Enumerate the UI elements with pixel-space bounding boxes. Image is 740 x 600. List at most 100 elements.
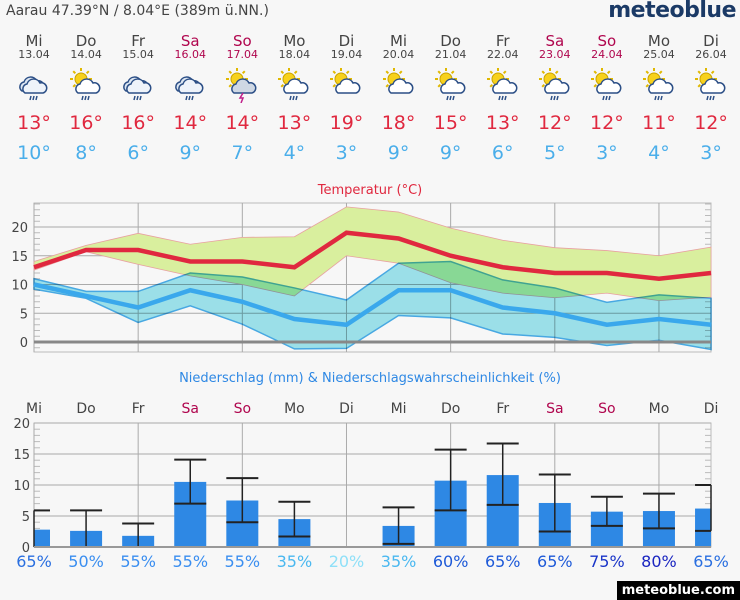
precip-day-label: So: [598, 401, 615, 417]
min-temperature: 4°: [648, 142, 670, 164]
precip-day-label: So: [234, 401, 251, 417]
day-name: Do: [440, 32, 461, 50]
min-temperature: 6°: [491, 142, 514, 164]
day-header: Mi 13.04: [8, 33, 60, 107]
min-temperature: 10°: [17, 142, 51, 164]
day-header: Mo 25.04: [633, 33, 685, 107]
precip-probability: 50%: [68, 552, 104, 571]
precip-probability: 35%: [381, 552, 417, 571]
day-name: Mo: [647, 32, 671, 50]
min-temperature: 3°: [335, 142, 358, 164]
day-header: Fr 22.04: [477, 33, 529, 107]
max-temperature: 18°: [381, 112, 416, 134]
min-temperature: 4°: [283, 142, 306, 164]
precip-bar: [695, 508, 711, 547]
day-date: 13.04: [18, 48, 50, 61]
day-date: 17.04: [226, 48, 259, 61]
temperature-chart-title: Temperatur (°C): [317, 183, 423, 198]
precip-day-label: Fr: [496, 401, 509, 417]
day-name: Di: [338, 32, 355, 50]
day-date: 26.04: [695, 48, 727, 61]
min-temperature: 3°: [596, 142, 618, 164]
day-header: Sa 16.04: [164, 33, 216, 107]
min-temperature: 8°: [75, 142, 97, 164]
day-date: 25.04: [643, 48, 675, 61]
min-temperature: 7°: [231, 142, 254, 164]
precip-day-label: Mi: [391, 401, 407, 417]
day-name: Fr: [495, 32, 510, 50]
precip-day-label: Di: [704, 401, 719, 417]
day-header: Mo 18.04: [268, 33, 320, 107]
y-tick-label: 0: [20, 336, 28, 351]
y-tick-label: 20: [11, 221, 28, 236]
day-header: So 24.04: [581, 33, 633, 107]
precip-probability: 65%: [693, 552, 729, 571]
max-temperature: 12°: [590, 112, 624, 134]
max-temperature: 14°: [225, 112, 260, 134]
location-title: Aarau 47.39°N / 8.04°E (389m ü.NN.): [6, 3, 269, 19]
sun-cloud-icon: [320, 67, 372, 107]
meteoblue-logo[interactable]: meteoblue: [608, 0, 736, 23]
sun-cloud-rain-icon: [425, 67, 477, 107]
y-tick-label: 5: [22, 510, 30, 525]
sun-cloud-rain-icon: [685, 67, 737, 107]
day-name: Do: [75, 32, 97, 50]
sun-cloud-icon: [373, 67, 425, 107]
day-date: 20.04: [382, 48, 415, 61]
day-name: Mi: [25, 32, 43, 50]
y-tick-label: 15: [11, 250, 28, 265]
precip-probability: 60%: [433, 552, 469, 571]
precip-day-label: Mo: [284, 401, 305, 417]
day-date: 23.04: [539, 48, 571, 61]
precip-probability: 55%: [172, 552, 208, 571]
day-date: 24.04: [591, 48, 623, 61]
rain-cloud-icon: [8, 67, 60, 107]
sun-cloud-rain-icon: [529, 67, 581, 107]
sun-cloud-rain-icon: [60, 67, 112, 107]
precip-bar: [34, 529, 50, 547]
day-header: Do 21.04: [425, 33, 477, 107]
precip-probability: 65%: [485, 552, 521, 571]
min-temperature: 9°: [179, 142, 202, 164]
sun-cloud-rain-icon: [581, 67, 633, 107]
precip-day-label: Fr: [132, 401, 145, 417]
day-header: Di 26.04: [685, 33, 737, 107]
max-temperature: 13°: [485, 112, 520, 134]
precip-day-label: Di: [339, 401, 354, 417]
min-temperature: 9°: [439, 142, 462, 164]
precip-probability: 80%: [641, 552, 677, 571]
day-date: 18.04: [278, 48, 311, 61]
max-temperature: 15°: [433, 112, 468, 134]
day-header: Mi 20.04: [373, 33, 425, 107]
max-temperature: 11°: [642, 112, 676, 134]
precip-probability: 20%: [329, 552, 365, 571]
day-date: 16.04: [174, 48, 206, 61]
min-temperature: 3°: [700, 142, 722, 164]
day-date: 22.04: [486, 48, 519, 61]
precip-probability: 65%: [16, 552, 52, 571]
precip-probability: 55%: [120, 552, 156, 571]
max-temperature: 12°: [537, 112, 572, 134]
y-tick-label: 10: [13, 479, 30, 494]
max-temperature: 16°: [69, 112, 103, 134]
y-tick-label: 15: [13, 448, 30, 463]
min-temperature: 9°: [387, 142, 410, 164]
precip-probability: 35%: [277, 552, 313, 571]
min-temperature-line: [33, 282, 712, 328]
day-header: Fr 15.04: [112, 33, 164, 107]
day-name: So: [597, 32, 617, 50]
y-tick-label: 20: [13, 417, 30, 432]
day-name: Fr: [131, 32, 146, 50]
day-name: Mi: [389, 32, 408, 50]
precipitation-chart-title: Niederschlag (mm) & Niederschlagswahrsch…: [179, 371, 561, 386]
y-tick-label: 0: [22, 541, 30, 556]
precip-day-label: Mi: [26, 401, 42, 417]
day-header: Do 14.04: [60, 33, 112, 107]
day-date: 19.04: [330, 48, 363, 61]
rain-cloud-icon: [164, 67, 216, 107]
sun-cloud-rain-icon: [477, 67, 529, 107]
footer-brand[interactable]: meteoblue.com: [616, 581, 740, 600]
day-name: Sa: [180, 32, 200, 50]
precip-probability: 55%: [225, 552, 261, 571]
